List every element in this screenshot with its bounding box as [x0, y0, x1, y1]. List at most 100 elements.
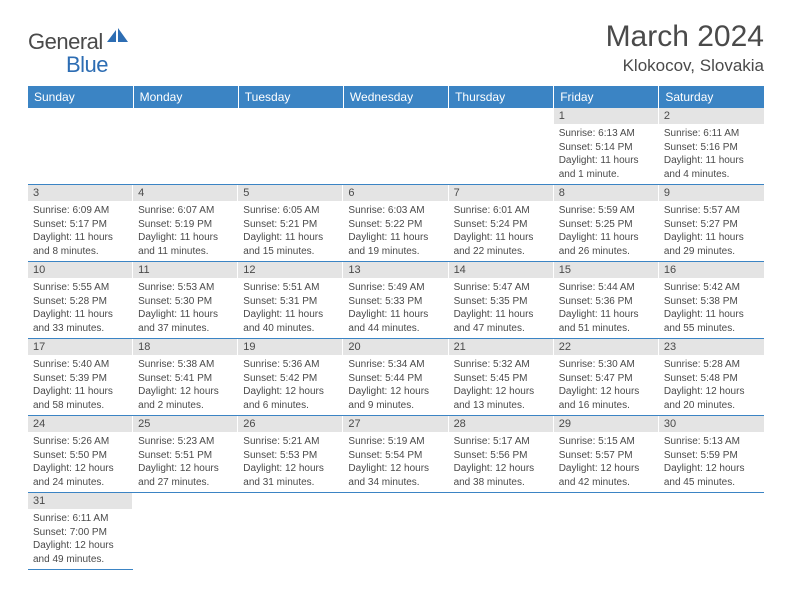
day-content: Sunrise: 6:09 AMSunset: 5:17 PMDaylight:… [28, 201, 133, 261]
day-content: Sunrise: 6:01 AMSunset: 5:24 PMDaylight:… [449, 201, 554, 261]
day-cell: 27Sunrise: 5:19 AMSunset: 5:54 PMDayligh… [343, 416, 448, 493]
day-number: 22 [554, 339, 659, 355]
day-cell [133, 493, 238, 570]
day-cell: 11Sunrise: 5:53 AMSunset: 5:30 PMDayligh… [133, 262, 238, 339]
day-of-week-header: Tuesday [238, 86, 343, 108]
day-number: 21 [449, 339, 554, 355]
day-cell: 10Sunrise: 5:55 AMSunset: 5:28 PMDayligh… [28, 262, 133, 339]
day-number: 30 [659, 416, 764, 432]
day-cell [28, 108, 133, 185]
day-cell [343, 108, 448, 185]
week-row: 10Sunrise: 5:55 AMSunset: 5:28 PMDayligh… [28, 262, 764, 339]
day-content: Sunrise: 5:47 AMSunset: 5:35 PMDaylight:… [449, 278, 554, 338]
day-content: Sunrise: 5:38 AMSunset: 5:41 PMDaylight:… [133, 355, 238, 415]
day-of-week-header: Wednesday [343, 86, 448, 108]
day-content: Sunrise: 5:34 AMSunset: 5:44 PMDaylight:… [343, 355, 448, 415]
day-cell: 22Sunrise: 5:30 AMSunset: 5:47 PMDayligh… [554, 339, 659, 416]
day-cell: 5Sunrise: 6:05 AMSunset: 5:21 PMDaylight… [238, 185, 343, 262]
day-number: 13 [343, 262, 448, 278]
day-content: Sunrise: 5:23 AMSunset: 5:51 PMDaylight:… [133, 432, 238, 492]
day-cell: 7Sunrise: 6:01 AMSunset: 5:24 PMDaylight… [449, 185, 554, 262]
day-cell [133, 108, 238, 185]
day-content: Sunrise: 5:13 AMSunset: 5:59 PMDaylight:… [659, 432, 764, 492]
day-cell [554, 493, 659, 570]
day-number: 1 [554, 108, 659, 124]
day-content: Sunrise: 6:03 AMSunset: 5:22 PMDaylight:… [343, 201, 448, 261]
day-cell: 31Sunrise: 6:11 AMSunset: 7:00 PMDayligh… [28, 493, 133, 570]
day-number: 9 [659, 185, 764, 201]
day-content: Sunrise: 5:40 AMSunset: 5:39 PMDaylight:… [28, 355, 133, 415]
day-cell: 15Sunrise: 5:44 AMSunset: 5:36 PMDayligh… [554, 262, 659, 339]
day-cell [449, 108, 554, 185]
day-content: Sunrise: 5:36 AMSunset: 5:42 PMDaylight:… [238, 355, 343, 415]
day-of-week-header: Thursday [449, 86, 554, 108]
day-cell: 29Sunrise: 5:15 AMSunset: 5:57 PMDayligh… [554, 416, 659, 493]
day-cell [238, 108, 343, 185]
day-cell [449, 493, 554, 570]
day-number: 26 [238, 416, 343, 432]
calendar-body: 1Sunrise: 6:13 AMSunset: 5:14 PMDaylight… [28, 108, 764, 570]
day-number: 15 [554, 262, 659, 278]
day-number: 23 [659, 339, 764, 355]
day-content: Sunrise: 5:44 AMSunset: 5:36 PMDaylight:… [554, 278, 659, 338]
logo: General [28, 28, 131, 55]
day-number: 18 [133, 339, 238, 355]
week-row: 31Sunrise: 6:11 AMSunset: 7:00 PMDayligh… [28, 493, 764, 570]
day-cell: 25Sunrise: 5:23 AMSunset: 5:51 PMDayligh… [133, 416, 238, 493]
logo-blue-row: Blue [68, 52, 108, 78]
day-of-week-header: Friday [554, 86, 659, 108]
day-cell: 18Sunrise: 5:38 AMSunset: 5:41 PMDayligh… [133, 339, 238, 416]
day-number: 20 [343, 339, 448, 355]
day-cell: 12Sunrise: 5:51 AMSunset: 5:31 PMDayligh… [238, 262, 343, 339]
day-number: 31 [28, 493, 133, 509]
title-block: March 2024 Klokocov, Slovakia [606, 20, 764, 76]
day-number: 5 [238, 185, 343, 201]
day-of-week-header: Sunday [28, 86, 133, 108]
day-number: 19 [238, 339, 343, 355]
day-number: 17 [28, 339, 133, 355]
day-number: 25 [133, 416, 238, 432]
day-cell: 23Sunrise: 5:28 AMSunset: 5:48 PMDayligh… [659, 339, 764, 416]
day-content: Sunrise: 5:15 AMSunset: 5:57 PMDaylight:… [554, 432, 659, 492]
day-cell: 4Sunrise: 6:07 AMSunset: 5:19 PMDaylight… [133, 185, 238, 262]
day-cell: 14Sunrise: 5:47 AMSunset: 5:35 PMDayligh… [449, 262, 554, 339]
day-number: 6 [343, 185, 448, 201]
month-title: March 2024 [606, 20, 764, 54]
day-cell: 1Sunrise: 6:13 AMSunset: 5:14 PMDaylight… [554, 108, 659, 185]
day-content: Sunrise: 5:19 AMSunset: 5:54 PMDaylight:… [343, 432, 448, 492]
day-content: Sunrise: 5:53 AMSunset: 5:30 PMDaylight:… [133, 278, 238, 338]
day-cell [659, 493, 764, 570]
day-content: Sunrise: 5:51 AMSunset: 5:31 PMDaylight:… [238, 278, 343, 338]
days-of-week-row: SundayMondayTuesdayWednesdayThursdayFrid… [28, 86, 764, 108]
day-number: 28 [449, 416, 554, 432]
day-content: Sunrise: 5:26 AMSunset: 5:50 PMDaylight:… [28, 432, 133, 492]
day-content: Sunrise: 5:30 AMSunset: 5:47 PMDaylight:… [554, 355, 659, 415]
day-cell: 26Sunrise: 5:21 AMSunset: 5:53 PMDayligh… [238, 416, 343, 493]
day-number: 14 [449, 262, 554, 278]
day-of-week-header: Saturday [659, 86, 764, 108]
day-content: Sunrise: 5:49 AMSunset: 5:33 PMDaylight:… [343, 278, 448, 338]
day-cell: 21Sunrise: 5:32 AMSunset: 5:45 PMDayligh… [449, 339, 554, 416]
day-cell: 28Sunrise: 5:17 AMSunset: 5:56 PMDayligh… [449, 416, 554, 493]
day-number: 4 [133, 185, 238, 201]
day-cell [343, 493, 448, 570]
logo-text-blue: Blue [66, 52, 108, 78]
day-number: 24 [28, 416, 133, 432]
day-content: Sunrise: 6:05 AMSunset: 5:21 PMDaylight:… [238, 201, 343, 261]
day-number: 2 [659, 108, 764, 124]
day-content: Sunrise: 5:28 AMSunset: 5:48 PMDaylight:… [659, 355, 764, 415]
day-number: 16 [659, 262, 764, 278]
day-content: Sunrise: 5:42 AMSunset: 5:38 PMDaylight:… [659, 278, 764, 338]
day-cell: 9Sunrise: 5:57 AMSunset: 5:27 PMDaylight… [659, 185, 764, 262]
location: Klokocov, Slovakia [606, 56, 764, 76]
day-of-week-header: Monday [133, 86, 238, 108]
day-number: 12 [238, 262, 343, 278]
day-content: Sunrise: 5:32 AMSunset: 5:45 PMDaylight:… [449, 355, 554, 415]
week-row: 3Sunrise: 6:09 AMSunset: 5:17 PMDaylight… [28, 185, 764, 262]
day-content: Sunrise: 5:57 AMSunset: 5:27 PMDaylight:… [659, 201, 764, 261]
day-content: Sunrise: 5:59 AMSunset: 5:25 PMDaylight:… [554, 201, 659, 261]
day-content: Sunrise: 5:21 AMSunset: 5:53 PMDaylight:… [238, 432, 343, 492]
day-cell: 6Sunrise: 6:03 AMSunset: 5:22 PMDaylight… [343, 185, 448, 262]
day-cell: 17Sunrise: 5:40 AMSunset: 5:39 PMDayligh… [28, 339, 133, 416]
day-cell: 8Sunrise: 5:59 AMSunset: 5:25 PMDaylight… [554, 185, 659, 262]
